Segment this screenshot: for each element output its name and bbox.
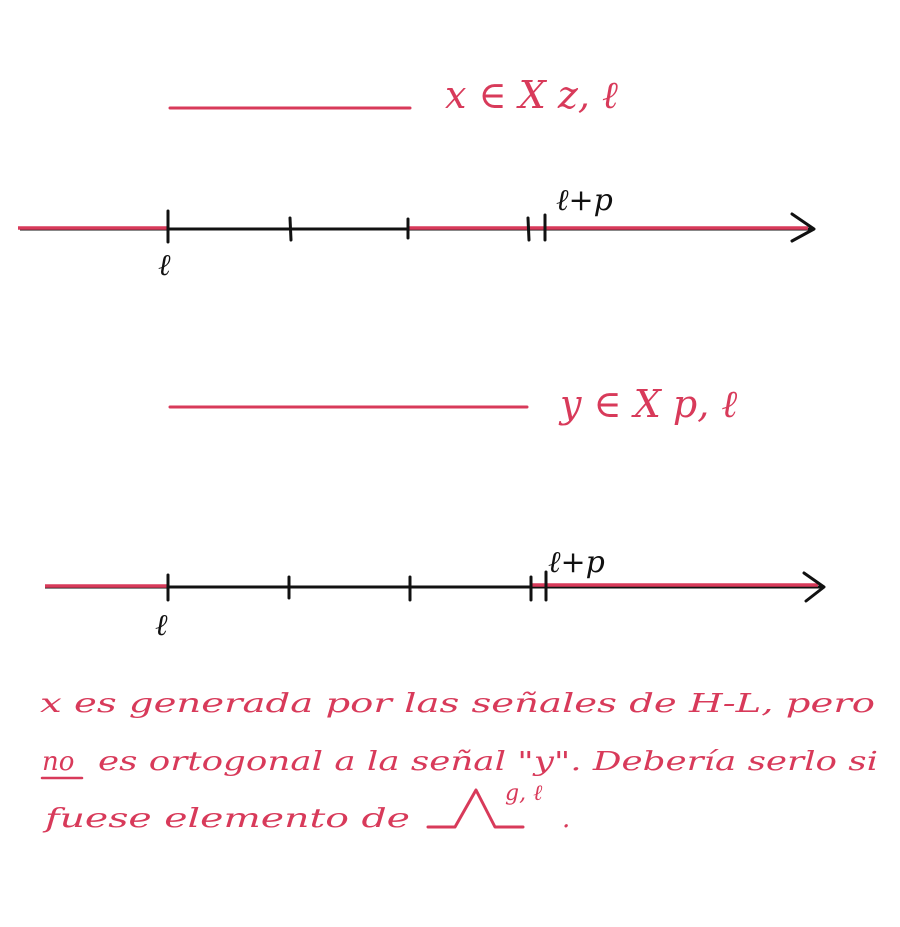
note-underlined-word: no <box>42 747 74 777</box>
bottom-set-label: y ∈ X p, ℓ <box>558 382 737 426</box>
wedge-superscript: g, ℓ <box>505 781 543 806</box>
bottom-tick-left-label: ℓ <box>155 608 168 643</box>
bottom-axis <box>45 570 826 603</box>
top-axis-arrowhead <box>790 212 816 243</box>
bottom-tick-right-label: ℓ+p <box>548 545 605 580</box>
note-trailing-period: . <box>562 804 570 834</box>
wedge-symbol <box>426 788 525 829</box>
note-line-1: x es generada por las señales de H-L, pe… <box>40 689 875 719</box>
top-tick-left-label: ℓ <box>158 248 171 283</box>
bottom-panel: y ∈ X p, ℓ ℓ ℓ+p <box>45 382 826 643</box>
top-tick <box>288 216 293 242</box>
top-axis <box>18 209 816 244</box>
note-line-3: fuese elemento de <box>42 804 410 834</box>
note-block: x es generada por las señales de H-L, pe… <box>40 689 878 834</box>
top-tick <box>526 216 531 242</box>
top-panel: x ∈ X z, ℓ ℓ ℓ+p <box>18 73 816 283</box>
top-set-label: x ∈ X z, ℓ <box>445 73 618 117</box>
top-tick-right-label: ℓ+p <box>556 183 613 218</box>
note-line-2: es ortogonal a la señal "y". Debería ser… <box>98 747 878 777</box>
bottom-axis-arrowhead <box>802 571 826 603</box>
